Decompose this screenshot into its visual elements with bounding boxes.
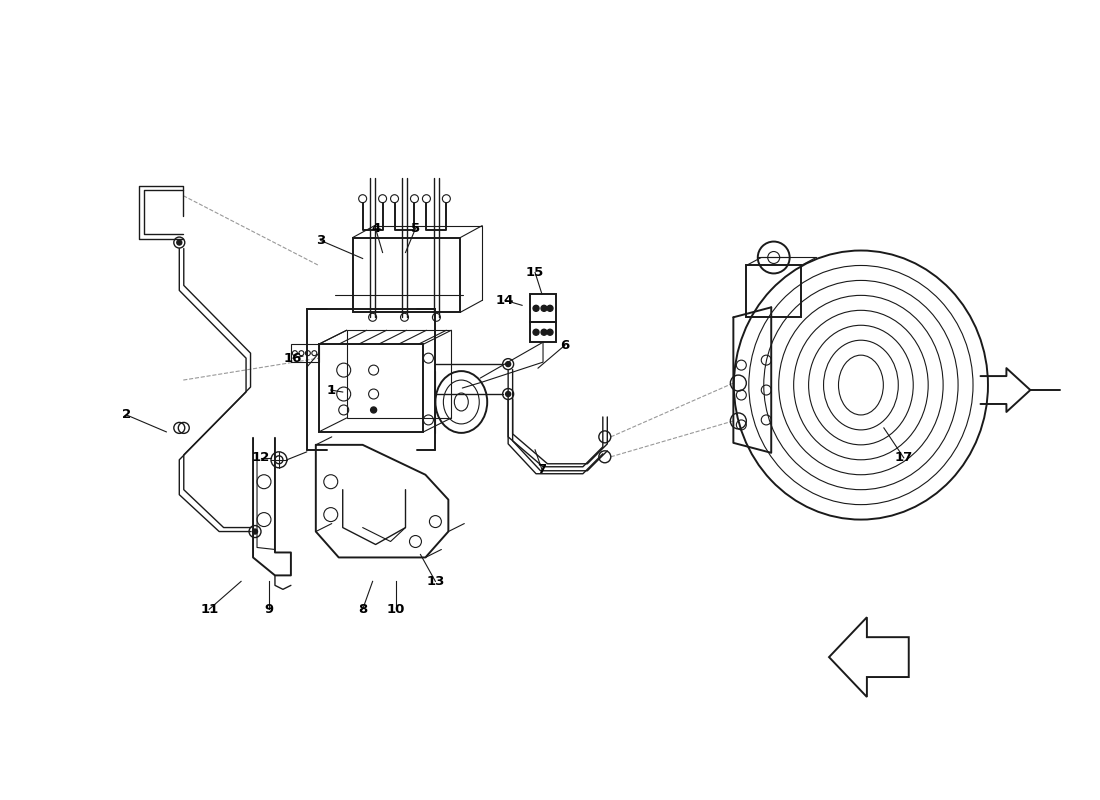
Bar bbox=[746, 266, 801, 318]
Text: 7: 7 bbox=[538, 463, 547, 476]
Text: 17: 17 bbox=[894, 451, 913, 464]
Bar bbox=[290, 344, 319, 362]
Text: 8: 8 bbox=[358, 602, 367, 616]
Text: 12: 12 bbox=[252, 451, 271, 464]
Text: 3: 3 bbox=[316, 234, 326, 247]
Text: 1: 1 bbox=[327, 383, 336, 397]
Text: 9: 9 bbox=[264, 602, 274, 616]
Circle shape bbox=[547, 330, 553, 335]
Circle shape bbox=[541, 330, 547, 335]
Text: 16: 16 bbox=[284, 352, 302, 365]
Bar bbox=[319, 344, 424, 432]
Circle shape bbox=[534, 330, 539, 335]
Text: 4: 4 bbox=[371, 222, 381, 235]
Circle shape bbox=[541, 306, 547, 311]
Text: 6: 6 bbox=[560, 338, 570, 352]
Bar bbox=[346, 330, 451, 418]
Circle shape bbox=[371, 407, 376, 413]
Bar bbox=[530, 294, 556, 322]
Bar bbox=[530, 322, 556, 342]
Text: 10: 10 bbox=[386, 602, 405, 616]
Text: 2: 2 bbox=[122, 409, 131, 422]
Circle shape bbox=[253, 529, 257, 534]
Circle shape bbox=[547, 306, 553, 311]
Circle shape bbox=[506, 362, 510, 366]
Text: 13: 13 bbox=[426, 575, 444, 588]
Circle shape bbox=[534, 306, 539, 311]
Circle shape bbox=[506, 391, 510, 397]
Text: 15: 15 bbox=[526, 266, 544, 279]
Bar bbox=[353, 238, 460, 312]
Text: 14: 14 bbox=[496, 294, 515, 307]
Text: 11: 11 bbox=[200, 602, 218, 616]
Circle shape bbox=[177, 240, 182, 245]
Text: 5: 5 bbox=[411, 222, 420, 235]
